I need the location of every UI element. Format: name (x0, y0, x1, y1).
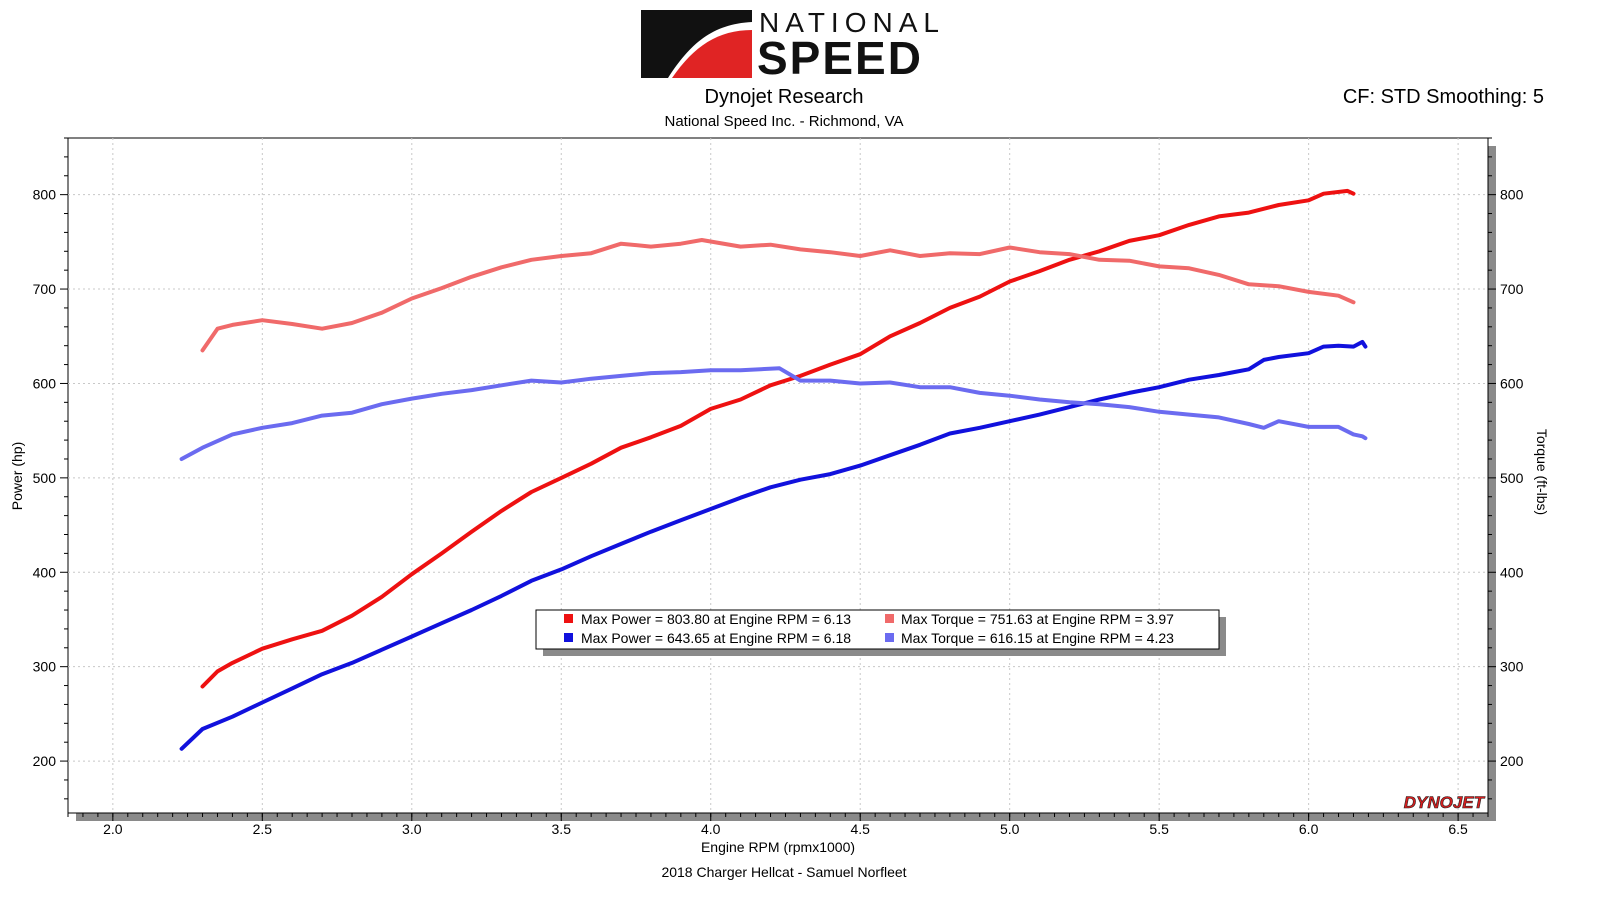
series-layer (179, 188, 1368, 751)
logo-brand-top: NATIONAL (759, 7, 945, 38)
y-tick-label: 300 (33, 659, 57, 675)
legend-entry: Max Power = 643.65 at Engine RPM = 6.18 (581, 630, 851, 646)
chart-title: Dynojet Research (704, 86, 864, 108)
y2-tick-label: 700 (1500, 281, 1524, 297)
x-tick-label: 2.0 (103, 821, 123, 837)
x-tick-label: 4.0 (701, 821, 721, 837)
x-tick-label: 5.0 (1000, 821, 1020, 837)
legend-entry: Max Torque = 751.63 at Engine RPM = 3.97 (901, 611, 1174, 627)
series-line (200, 188, 1356, 689)
y2-tick-label: 600 (1500, 375, 1524, 391)
series-line (179, 339, 1368, 751)
axis-ticks: 2.0 2.5 3.0 3.5 4.0 4.5 5.0 5.5 6.0 6.5 200 200 300 3… (33, 137, 1524, 837)
y-axis-label: Power (hp) (9, 442, 25, 510)
logo-swoosh-black (641, 10, 752, 78)
logo-swoosh-red (672, 30, 752, 78)
legend-box (535, 609, 1220, 650)
x-tick-label: 5.5 (1149, 821, 1169, 837)
x-tick-label: 4.5 (850, 821, 870, 837)
logo-brand-bottom: SPEED (757, 32, 923, 84)
y2-tick-label: 500 (1500, 470, 1524, 486)
dynojet-watermark: DYNOJET (1404, 793, 1486, 812)
y2-tick-label: 200 (1500, 753, 1524, 769)
legend-swatch (564, 614, 573, 623)
x-tick-label: 2.5 (253, 821, 273, 837)
legend-swatch (885, 614, 894, 623)
national-speed-logo: NATIONAL SPEED (641, 7, 945, 84)
y2-tick-label: 800 (1500, 187, 1524, 203)
legend: Max Power = 803.80 at Engine RPM = 6.13 … (535, 609, 1226, 656)
y-tick-label: 200 (33, 753, 57, 769)
y2-tick-label: 400 (1500, 564, 1524, 580)
y-tick-label: 700 (33, 281, 57, 297)
series-line (179, 366, 1368, 461)
plot-frame (67, 137, 1489, 814)
x-tick-label: 3.5 (552, 821, 572, 837)
series-line (200, 238, 1356, 353)
x-tick-label: 6.0 (1299, 821, 1319, 837)
legend-swatch (564, 633, 573, 642)
y-tick-label: 600 (33, 375, 57, 391)
legend-entry: Max Torque = 616.15 at Engine RPM = 4.23 (901, 630, 1174, 646)
x-tick-label: 6.5 (1448, 821, 1468, 837)
legend-entry: Max Power = 803.80 at Engine RPM = 6.13 (581, 611, 851, 627)
y-tick-label: 400 (33, 564, 57, 580)
legend-swatch (885, 633, 894, 642)
y2-axis-label: Torque (ft-lbs) (1534, 429, 1550, 515)
y-tick-label: 500 (33, 470, 57, 486)
x-tick-label: 3.0 (402, 821, 422, 837)
footer-caption: 2018 Charger Hellcat - Samuel Norfleet (661, 864, 906, 880)
y2-tick-label: 300 (1500, 659, 1524, 675)
chart-subtitle: National Speed Inc. - Richmond, VA (664, 113, 904, 130)
y-tick-label: 800 (33, 187, 57, 203)
chart-settings: CF: STD Smoothing: 5 (1342, 86, 1544, 108)
x-axis-label: Engine RPM (rpmx1000) (701, 839, 855, 855)
